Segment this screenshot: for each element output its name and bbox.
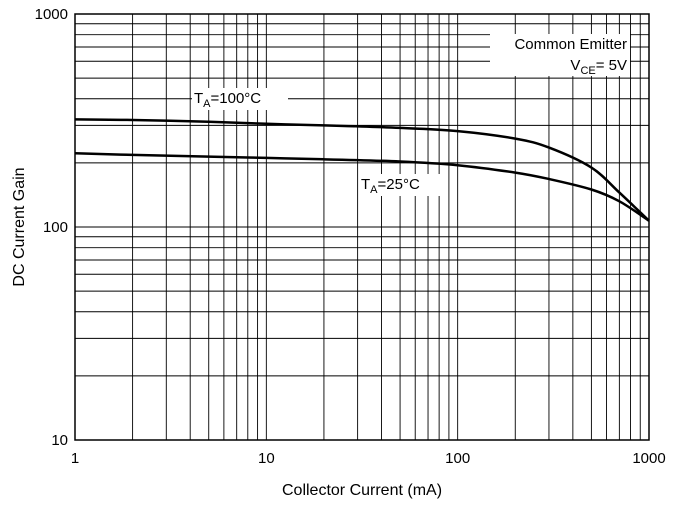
x-tick-label: 1000 bbox=[632, 450, 665, 467]
x-tick-label: 10 bbox=[258, 450, 275, 467]
series-line-100c bbox=[74, 118, 650, 222]
y-tick-label: 100 bbox=[43, 219, 68, 236]
series-label-100c-sub: A bbox=[203, 98, 211, 110]
series-label-25c: TA=25°C bbox=[361, 176, 420, 196]
condition-box bbox=[490, 34, 630, 76]
x-tick-label: 1 bbox=[71, 450, 79, 467]
x-tick-label: 100 bbox=[445, 450, 470, 467]
curves bbox=[74, 118, 650, 222]
series-label-25c-main: T bbox=[361, 176, 370, 193]
y-axis-label: DC Current Gain bbox=[11, 167, 28, 286]
condition-line1: Common Emitter bbox=[514, 36, 627, 53]
plot-frame bbox=[74, 13, 650, 441]
series-label-25c-sub: A bbox=[370, 184, 378, 196]
condition-sub: CE bbox=[580, 65, 595, 77]
grid bbox=[75, 14, 649, 440]
y-tick-label: 1000 bbox=[35, 6, 68, 23]
series-label-100c-bg bbox=[192, 88, 288, 110]
series-label-100c-main: T bbox=[194, 90, 203, 107]
condition-rest: = 5V bbox=[596, 57, 627, 74]
condition-v: V bbox=[570, 57, 580, 74]
condition-line2: VCE= 5V bbox=[570, 57, 627, 77]
series-label-100c-rest: =100°C bbox=[211, 90, 262, 107]
series-label-25c-bg bbox=[359, 174, 441, 196]
series-label-25c-rest: =25°C bbox=[378, 176, 420, 193]
y-tick-label: 10 bbox=[51, 432, 68, 449]
series-line-25c bbox=[74, 151, 650, 222]
x-axis-label: Collector Current (mA) bbox=[282, 482, 442, 499]
series-label-100c: TA=100°C bbox=[194, 90, 261, 110]
